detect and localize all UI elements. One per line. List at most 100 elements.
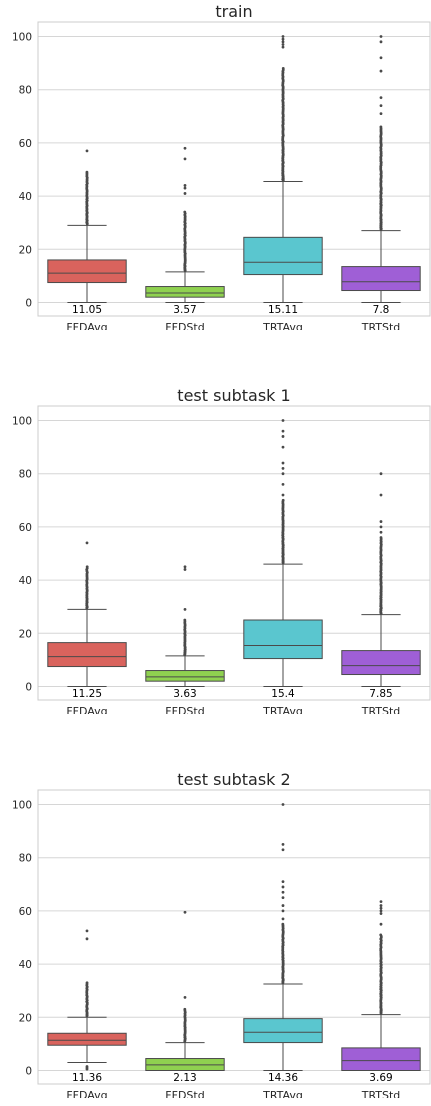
median-label: 3.69 [369, 1072, 392, 1084]
median-label: 11.25 [72, 688, 102, 700]
outlier-point [183, 995, 187, 999]
outlier-point [281, 419, 285, 422]
outlier-point [85, 929, 89, 933]
median-label: 14.36 [268, 1072, 298, 1084]
outlier-point [379, 900, 383, 903]
outlier-point [85, 149, 89, 153]
x-tick-label: TRTAvg [262, 705, 303, 714]
median-label: 7.85 [369, 688, 392, 700]
x-tick-label: TRTStd [361, 1089, 401, 1098]
box-trtstd [341, 472, 421, 687]
outlier-point [281, 493, 285, 497]
outlier-point [379, 125, 383, 129]
outlier-point [379, 904, 383, 907]
outlier-point [281, 922, 285, 926]
iqr-box [243, 619, 323, 660]
outlier-point [379, 530, 383, 534]
outlier-point [85, 937, 89, 941]
outlier-point [281, 896, 285, 899]
outlier-point [379, 525, 383, 529]
y-tick-label: 60 [19, 138, 32, 150]
outlier-point [379, 56, 383, 60]
outlier-point [183, 618, 187, 622]
y-tick-label: 40 [19, 959, 32, 971]
outlier-point [281, 435, 285, 438]
y-tick-label: 80 [19, 85, 32, 97]
outlier-point [281, 880, 285, 884]
train-boxplot: train 0 20 40 60 80 100 11.05 FFDAvg 3.57 FFDStd 15… [12, 2, 431, 330]
iqr-box [243, 1018, 323, 1044]
outlier-point [379, 493, 383, 497]
y-tick-label: 80 [19, 853, 32, 865]
outlier-point [379, 922, 383, 926]
x-tick-label: FFDStd [165, 1089, 204, 1098]
outlier-point [281, 35, 285, 38]
iqr-box [145, 670, 225, 682]
median-label: 11.05 [72, 304, 102, 316]
outlier-point [281, 445, 285, 449]
y-tick-label: 40 [19, 191, 32, 203]
box-trtstd [341, 35, 421, 303]
y-tick-label: 100 [12, 416, 32, 428]
x-tick-label: FFDAvg [66, 1089, 107, 1098]
outlier-point [183, 210, 187, 214]
x-tick-label: TRTAvg [262, 1089, 303, 1098]
outlier-point [379, 35, 383, 38]
box-trtavg [243, 35, 323, 303]
median-label: 2.13 [173, 1072, 196, 1084]
outlier-point [183, 607, 187, 611]
outlier-point [183, 146, 187, 150]
x-tick-label: TRTStd [361, 321, 401, 330]
outlier-point [379, 933, 383, 937]
outlier-point [379, 40, 383, 44]
outlier-point [281, 45, 285, 49]
outlier-point [281, 803, 285, 806]
outlier-point [281, 482, 285, 486]
box-ffdavg [47, 149, 127, 303]
y-tick-label: 20 [19, 244, 32, 256]
outlier-point [281, 498, 285, 502]
outlier-point [281, 429, 285, 433]
y-tick-label: 0 [25, 682, 32, 694]
box-ffdstd [145, 910, 225, 1071]
y-tick-label: 40 [19, 575, 32, 587]
outlier-point [183, 568, 187, 571]
x-tick-label: FFDStd [165, 705, 204, 714]
box-ffdstd [145, 565, 225, 687]
outlier-point [183, 157, 187, 161]
iqr-box [341, 1047, 421, 1072]
outlier-point [281, 461, 285, 465]
iqr-box [145, 286, 225, 298]
outlier-point [379, 536, 383, 539]
outlier-point [281, 843, 285, 846]
box-ffdavg [47, 929, 127, 1071]
y-tick-label: 0 [25, 1066, 32, 1078]
y-tick-label: 80 [19, 469, 32, 481]
outlier-point [281, 43, 285, 46]
outlier-point [281, 848, 285, 852]
y-tick-label: 100 [12, 32, 32, 44]
outlier-point [379, 520, 383, 523]
outlier-point [281, 37, 285, 41]
outlier-point [379, 112, 383, 116]
outlier-point [85, 981, 89, 985]
outlier-point [183, 192, 187, 195]
outlier-point [85, 170, 89, 174]
outlier-point [85, 541, 89, 545]
chart-title: test subtask 1 [177, 386, 290, 405]
outlier-point [379, 906, 383, 910]
outlier-point [183, 565, 187, 569]
outlier-point [281, 909, 285, 913]
y-tick-label: 20 [19, 628, 32, 640]
median-label: 15.4 [271, 688, 295, 700]
median-label: 15.11 [268, 304, 298, 316]
x-tick-label: FFDAvg [66, 321, 107, 330]
y-tick-label: 100 [12, 800, 32, 812]
test-subtask-1-boxplot: test subtask 1 0 20 40 60 80 100 11.25 FFDAvg 3.6… [12, 386, 431, 714]
chart-title: test subtask 2 [177, 770, 290, 789]
outlier-point [281, 904, 285, 907]
outlier-point [379, 69, 383, 73]
test-subtask-2-boxplot: test subtask 2 0 20 40 60 80 100 11.36 FFDAvg 2.1… [12, 770, 431, 1098]
y-tick-label: 0 [25, 298, 32, 310]
outlier-point [281, 40, 285, 44]
